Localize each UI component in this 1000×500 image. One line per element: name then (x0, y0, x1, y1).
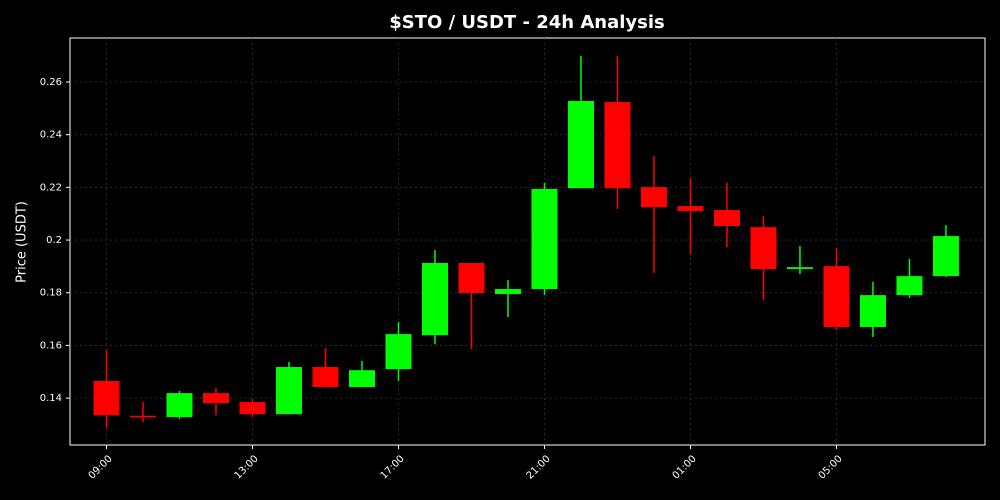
candle-body (823, 266, 850, 327)
y-tick-label: 0.16 (40, 340, 62, 351)
candle-body (275, 367, 302, 415)
candle-body (786, 267, 813, 270)
candle-body (932, 236, 959, 277)
y-tick-label: 0.14 (40, 393, 62, 404)
candle-body (859, 295, 886, 327)
candle-body (896, 276, 923, 296)
candle-body (677, 206, 704, 212)
candle-body (604, 102, 631, 189)
candle-body (239, 402, 266, 415)
y-tick-label: 0.18 (40, 288, 62, 299)
x-tick-label: 21:00 (525, 453, 553, 481)
candle-body (750, 227, 777, 270)
candle-body (129, 415, 156, 418)
candle-body (494, 289, 521, 295)
candle-body (421, 262, 448, 336)
y-axis-label: Price (USDT) (15, 201, 30, 283)
plot-frame (69, 37, 986, 446)
candle-body (312, 367, 339, 388)
x-tick-label: 09:00 (87, 453, 115, 481)
candle-body (93, 380, 120, 416)
candle-body (385, 334, 412, 370)
y-tick-label: 0.22 (40, 182, 62, 193)
candle-body (458, 262, 485, 294)
x-tick-label: 17:00 (379, 453, 407, 481)
candle-body (713, 210, 740, 227)
y-tick-label: 0.2 (46, 235, 62, 246)
chart-title: $STO / USDT - 24h Analysis (389, 12, 665, 33)
candle-body (567, 100, 594, 189)
candle-body (531, 188, 558, 290)
y-tick-label: 0.24 (40, 130, 62, 141)
candle-body (348, 370, 375, 388)
y-tick-label: 0.26 (40, 77, 62, 88)
candle-body (166, 393, 193, 418)
x-tick-label: 13:00 (233, 453, 261, 481)
x-tick-label: 01:00 (671, 453, 699, 481)
candle-body (202, 393, 229, 404)
x-tick-label: 05:00 (817, 453, 845, 481)
candle-body (640, 187, 667, 208)
